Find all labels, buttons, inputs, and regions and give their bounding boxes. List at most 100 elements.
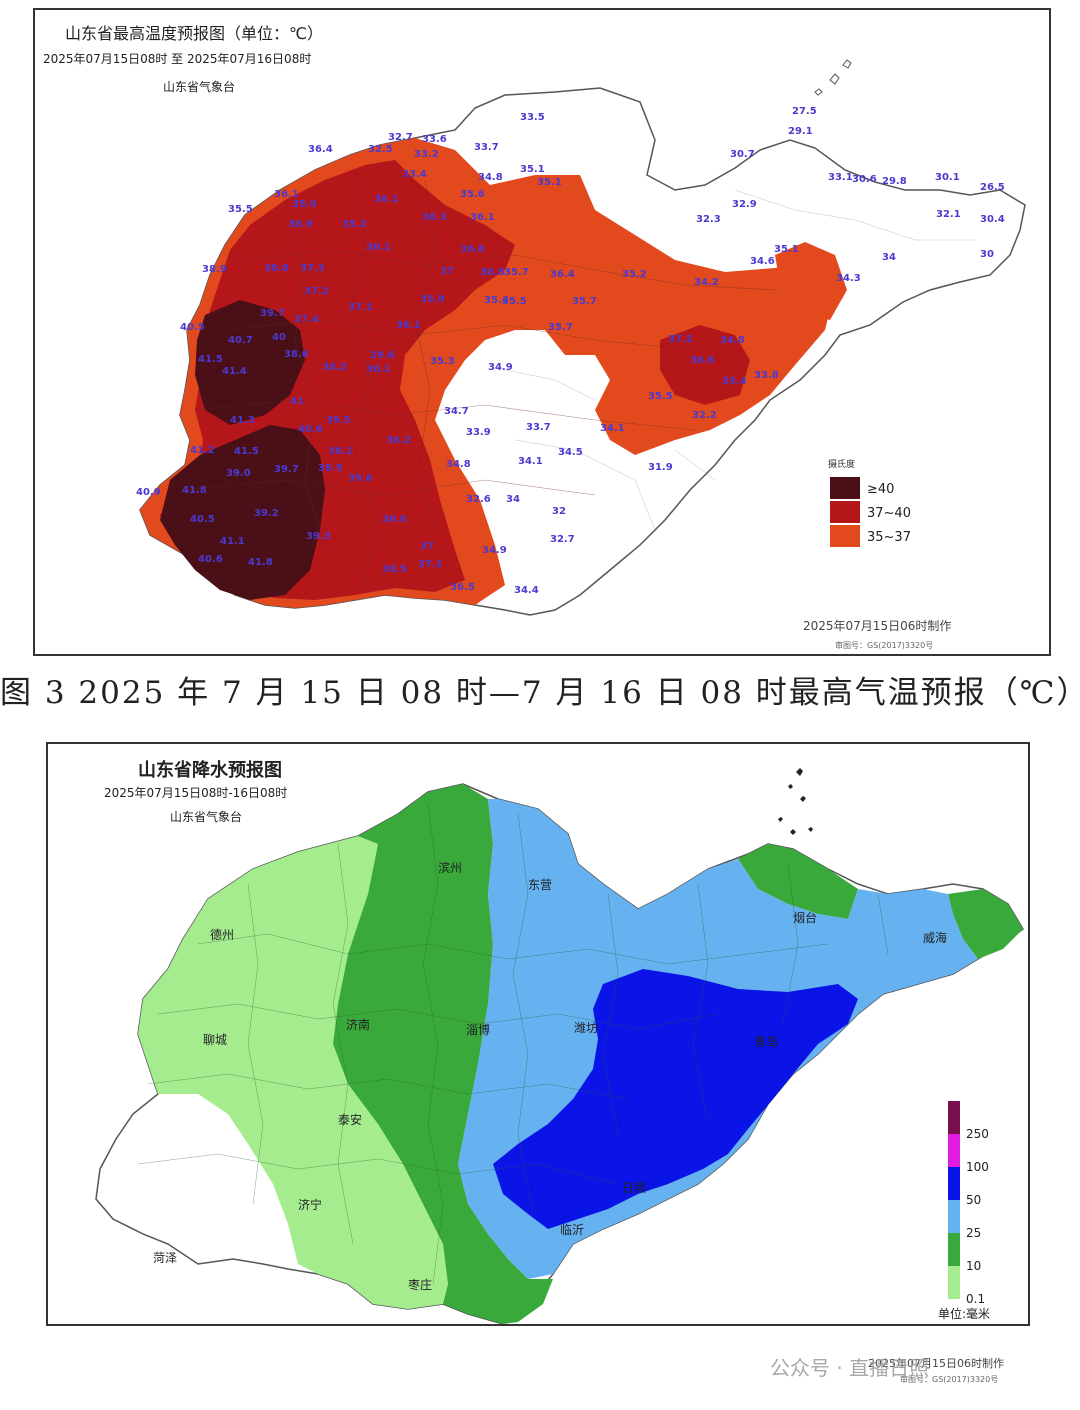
rain-unit-label: 单位:毫米 (938, 1306, 990, 1321)
temperature-forecast-map: 27.5 29.1 30.7 33.5 32.7 33.6 32.5 33.2 33.7 33.4… (33, 8, 1051, 656)
temperature-value: 37.3 (300, 263, 325, 274)
temperature-value: 30.1 (935, 172, 960, 183)
legend-label: 10 (966, 1259, 981, 1273)
temperature-value: 36.6 (382, 514, 407, 525)
temperature-value: 32.5 (368, 144, 393, 155)
city-label: 济南 (346, 1017, 370, 1032)
temperature-value: 35.1 (537, 177, 562, 188)
temperature-value: 36.1 (470, 212, 495, 223)
temperature-value: 36.1 (374, 194, 399, 205)
city-label: 威海 (923, 930, 947, 945)
county-borders (184, 169, 776, 591)
temperature-value: 34.9 (488, 362, 513, 373)
temperature-value: 36.3 (422, 212, 447, 223)
temperature-value: 34.7 (444, 406, 469, 417)
temperature-value: 39.5 (326, 415, 351, 426)
temperature-value: 34.1 (518, 456, 543, 467)
zone-0-1-10 (138, 836, 448, 1309)
temperature-value: 38.6 (284, 349, 309, 360)
temperature-value: 38.8 (264, 263, 289, 274)
legend-label: 50 (966, 1193, 981, 1207)
zone-50-100 (493, 969, 858, 1229)
temperature-value: 33.7 (474, 142, 499, 153)
legend-title: 摄氏度 (828, 458, 855, 470)
temperature-value: 36.1 (366, 242, 391, 253)
temperature-value: 26.5 (980, 182, 1005, 193)
legend-label: 25 (966, 1226, 981, 1240)
temperature-value: 33.9 (466, 427, 491, 438)
city-label: 滨州 (438, 860, 462, 875)
temperature-value: 32.1 (936, 209, 961, 220)
temperature-value: 35.1 (774, 244, 799, 255)
temperature-value: 37.4 (294, 314, 319, 325)
temperature-value: 35.2 (342, 219, 367, 230)
city-label: 菏泽 (153, 1251, 177, 1265)
temperature-value: 35.9 (292, 199, 317, 210)
temperature-map-title: 山东省最高温度预报图（单位：℃） (65, 24, 323, 43)
temperature-value: 36.8 (480, 267, 505, 278)
temperature-value: 40.7 (228, 335, 253, 346)
legend-label: 100 (966, 1160, 989, 1174)
temperature-value: 30.7 (730, 149, 755, 160)
city-label: 日照 (622, 1181, 646, 1195)
temperature-map-period: 2025年07月15日08时 至 2025年07月16日08时 (43, 52, 312, 66)
temperature-value: 36.4 (550, 269, 575, 280)
city-label: 枣庄 (408, 1277, 432, 1292)
legend-label: 35~37 (867, 530, 911, 545)
temperature-value: 36.6 (460, 244, 485, 255)
temperature-value: 35.3 (430, 356, 455, 367)
temperature-value: 32.7 (388, 132, 413, 143)
legend-swatch (830, 525, 860, 547)
temperature-value: 35.1 (520, 164, 545, 175)
temperature-map-svg: 27.5 29.1 30.7 33.5 32.7 33.6 32.5 33.2 33.7 33.4… (136, 59, 1026, 650)
temperature-value: 38.1 (328, 446, 353, 457)
temperature-value: 36.4 (308, 144, 333, 155)
temp-review-no: 审图号：GS(2017)3320号 (835, 640, 933, 650)
temperature-value: 32.9 (732, 199, 757, 210)
temperature-value: 39.7 (274, 464, 299, 475)
zone-above-40-south (160, 425, 325, 600)
city-label: 临沂 (560, 1223, 584, 1237)
temperature-value: 34.8 (478, 172, 503, 183)
temperature-value: 30 (980, 249, 994, 260)
temperature-value: 37 (440, 266, 454, 277)
temperature-value: 33.5 (520, 112, 545, 123)
legend-swatch (830, 477, 860, 499)
temperature-value: 33.7 (526, 422, 551, 433)
temperature-value: 30.4 (980, 214, 1005, 225)
temperature-value: 38.5 (382, 564, 407, 575)
temperature-value: 29.6 (370, 350, 395, 361)
temperature-value: 41.3 (230, 415, 255, 426)
legend-label: 0.1 (966, 1292, 985, 1306)
temperature-value: 36.2 (386, 435, 411, 446)
temperature-value: 35.7 (572, 296, 597, 307)
temp-made-time: 2025年07月15日06时制作 (803, 619, 951, 633)
temperature-value: 35.6 (460, 189, 485, 200)
legend-swatch (830, 501, 860, 523)
city-label: 聊城 (203, 1033, 227, 1047)
city-label: 淄博 (466, 1022, 490, 1037)
temperature-value: 35.7 (548, 322, 573, 333)
temperature-value: 38.2 (322, 362, 347, 373)
temperature-value: 40.5 (190, 514, 215, 525)
temperature-value: 36.9 (288, 219, 313, 230)
temperature-value: 33.8 (754, 370, 779, 381)
temperature-value: 40.6 (198, 554, 223, 565)
legend-label: ≥40 (867, 482, 894, 497)
city-label: 德州 (210, 927, 234, 942)
temperature-value: 37.1 (418, 559, 443, 570)
temperature-value-labels: 27.5 29.1 30.7 33.5 32.7 33.6 32.5 33.2 33.7 33.4… (136, 106, 1005, 596)
legend-swatch (948, 1101, 960, 1134)
zone-10-25-weihai (948, 889, 1023, 959)
temperature-value: 35.5 (502, 296, 527, 307)
legend-swatch (948, 1233, 960, 1266)
city-label: 东营 (528, 878, 552, 892)
temperature-value: 32.2 (692, 410, 717, 421)
zone-above-40 (195, 300, 305, 425)
temperature-value: 35.5 (228, 204, 253, 215)
temperature-value: 38.9 (202, 264, 227, 275)
temperature-value: 33.6 (422, 134, 447, 145)
temperature-value: 30.6 (852, 174, 877, 185)
zone-35-37-east (775, 242, 847, 320)
